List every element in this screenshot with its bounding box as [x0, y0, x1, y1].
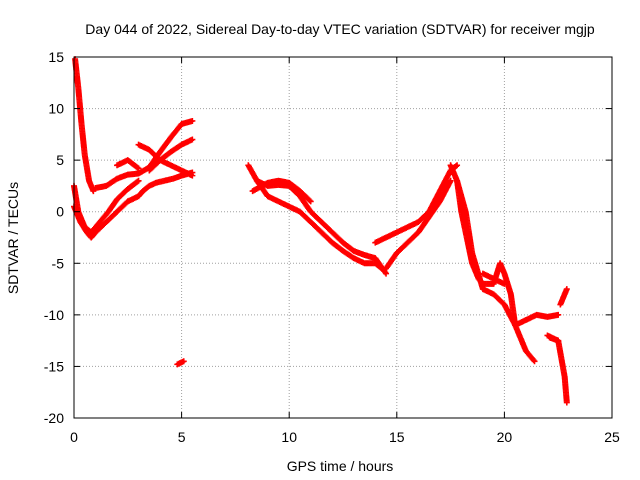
- axis-ticks: [73, 56, 613, 419]
- y-tick-label: 5: [56, 152, 64, 168]
- series-s9: [174, 358, 187, 368]
- grid-lines: [74, 57, 612, 418]
- x-tick-label: 25: [604, 429, 620, 445]
- data-point: [189, 172, 196, 179]
- series-s1: [72, 56, 97, 195]
- plot-frame: [73, 56, 613, 419]
- x-axis-label: GPS time / hours: [287, 458, 394, 474]
- y-tick-label: -20: [44, 410, 64, 426]
- x-tick-label: 10: [281, 429, 297, 445]
- data-point: [555, 337, 562, 344]
- data-point: [134, 178, 141, 185]
- data-point: [135, 177, 142, 184]
- series-s16: [454, 177, 562, 329]
- data-point: [382, 269, 389, 276]
- data-point: [454, 162, 461, 169]
- x-tick-labels: 0 5 10 15 20 25: [70, 429, 620, 445]
- data-point: [555, 311, 562, 318]
- data-points: [71, 56, 570, 406]
- data-point: [531, 358, 538, 365]
- series-s5: [124, 169, 196, 205]
- series-s17: [479, 270, 508, 287]
- data-point: [189, 117, 196, 124]
- y-axis-label: SDTVAR / TECUs: [5, 182, 21, 294]
- chart-title: Day 044 of 2022, Sidereal Day-to-day VTE…: [85, 21, 595, 37]
- data-point: [307, 198, 314, 205]
- y-tick-labels: -20 -15 -10 -5 0 5 10 15: [44, 49, 64, 426]
- series-s8: [114, 157, 142, 172]
- data-point: [563, 399, 570, 406]
- data-point: [189, 136, 196, 143]
- series-s19: [557, 286, 570, 308]
- y-tick-label: -5: [52, 255, 65, 271]
- x-tick-label: 20: [497, 429, 513, 445]
- data-point: [134, 164, 141, 171]
- data-point: [306, 197, 313, 204]
- data-point: [501, 280, 508, 287]
- x-tick-label: 15: [389, 429, 405, 445]
- series-s12: [249, 177, 314, 205]
- data-point: [383, 270, 390, 277]
- data-point: [530, 357, 537, 364]
- y-tick-label: -10: [44, 307, 64, 323]
- data-point: [447, 177, 454, 184]
- data-point: [90, 188, 97, 195]
- data-point: [180, 358, 187, 365]
- series-s13: [372, 162, 461, 246]
- data-point: [135, 165, 142, 172]
- y-tick-label: 15: [48, 49, 64, 65]
- x-tick-label: 0: [70, 429, 78, 445]
- data-point: [563, 286, 570, 293]
- y-tick-label: -15: [44, 358, 64, 374]
- x-tick-label: 5: [178, 429, 186, 445]
- y-tick-label: 10: [48, 101, 64, 117]
- series-s20: [544, 332, 562, 344]
- y-tick-label: 0: [56, 204, 64, 220]
- series-s14: [383, 177, 454, 272]
- series-s7: [146, 136, 196, 174]
